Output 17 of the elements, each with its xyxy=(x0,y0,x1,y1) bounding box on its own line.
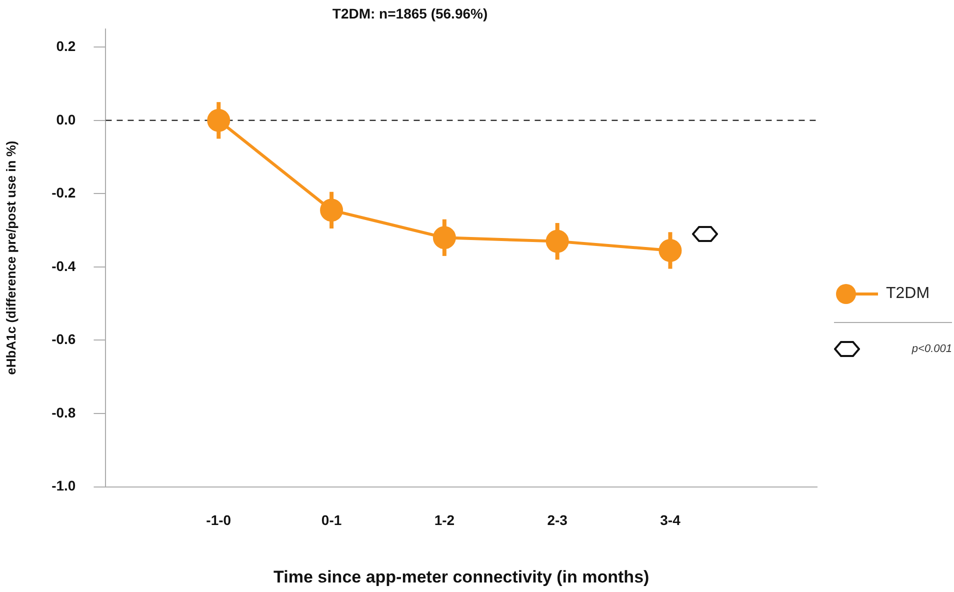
y-tick-label: -0.6 xyxy=(52,331,76,348)
y-tick-label: 0.0 xyxy=(56,111,76,128)
x-tick-label: 3-4 xyxy=(660,512,681,528)
y-axis-title: eHbA1c (difference pre/post use in %) xyxy=(3,140,18,375)
legend-label: T2DM xyxy=(886,285,930,303)
x-tick-label: 2-3 xyxy=(547,512,568,528)
y-tick-label: -0.8 xyxy=(52,404,76,420)
y-tick-label: -1.0 xyxy=(52,478,76,494)
y-tick-label: -0.2 xyxy=(52,184,76,201)
y-tick-label: -0.4 xyxy=(52,258,76,274)
x-tick-label: 1-2 xyxy=(434,512,455,528)
x-tick-label: -1-0 xyxy=(206,512,232,528)
x-tick-label: 0-1 xyxy=(321,512,342,528)
y-tick-label: 0.2 xyxy=(56,38,76,54)
text: p<0.001 xyxy=(912,343,952,355)
chart-title: T2DM: n=1865 (56.96%) xyxy=(332,5,488,22)
x-axis-title: Time since app-meter connectivity (in months) xyxy=(274,567,650,586)
